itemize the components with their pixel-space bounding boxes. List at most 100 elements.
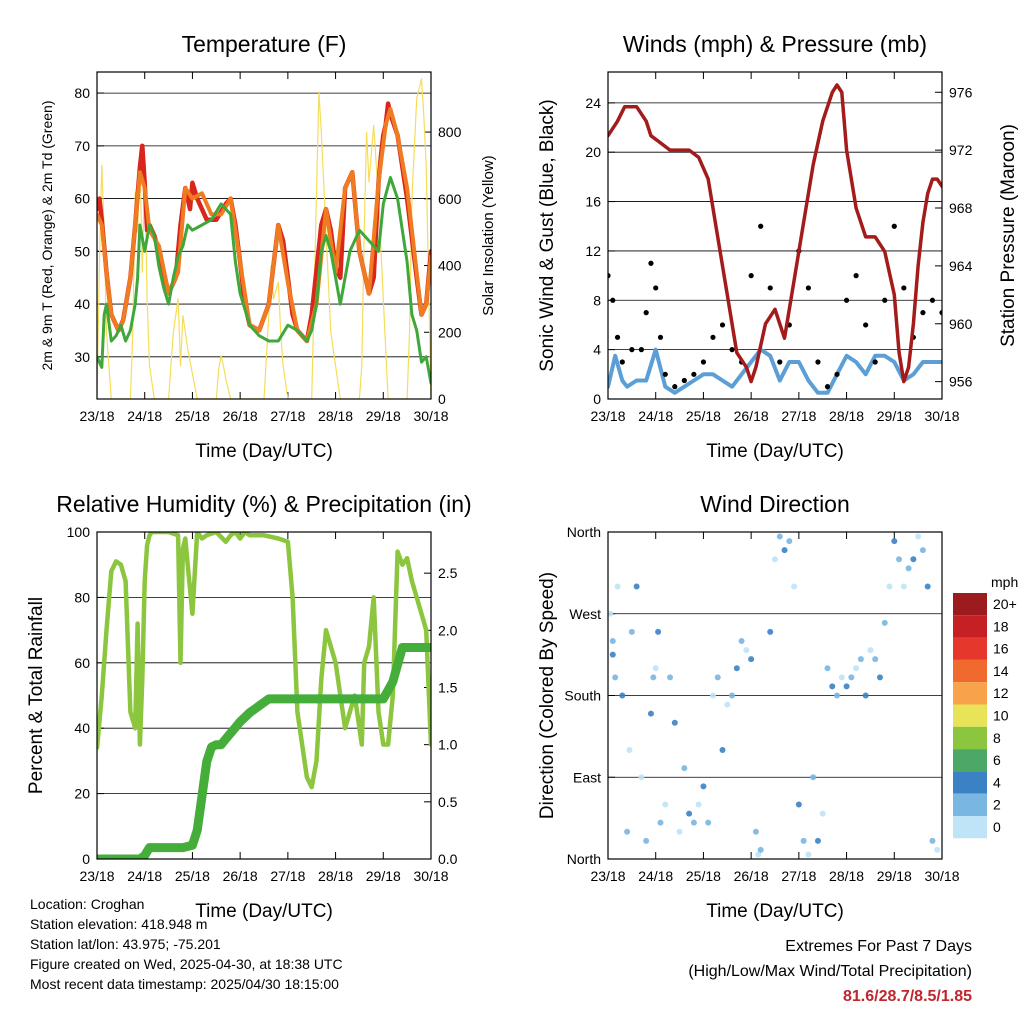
direction-point [626,747,633,753]
x-tick-label: 23/18 [590,868,625,884]
x-tick-label: 28/18 [318,868,353,884]
y-tick-label: 100 [67,524,91,540]
direction-point [628,628,635,635]
direction-point [781,547,788,554]
direction-point [791,583,798,590]
colorbar-swatch [953,726,987,750]
y-tick-label: 30 [74,349,90,365]
x-axis-label: Time (Day/UTC) [706,441,844,462]
plot-frame [607,531,943,860]
x-tick-label: 28/18 [829,868,864,884]
panel-title: Wind Direction [700,491,850,517]
direction-point [608,610,614,617]
direction-point [767,628,774,635]
9m-t-line [97,106,431,343]
x-tick-label: 30/18 [924,408,959,424]
colorbar-label: 14 [993,663,1009,679]
direction-point [752,828,759,835]
x-tick-label: 29/18 [877,868,912,884]
gust-point [657,334,664,340]
y-axis-label: 2m & 9m T (Red, Orange) & 2m Td (Green) [39,101,55,371]
direction-point [881,619,888,626]
colorbar-swatch [953,704,987,727]
y2-tick-label: 2.5 [438,565,458,581]
gust-point [653,285,659,291]
direction-point [838,674,845,681]
direction-point [748,656,755,663]
station-info: Location: Croghan Station elevation: 418… [30,894,343,994]
y2-tick-label: 1.0 [438,737,458,753]
gust-point [872,359,878,365]
plot-area [97,78,431,399]
direction-point [829,683,836,690]
direction-point [755,851,762,858]
colorbar-label: 8 [993,730,1001,746]
direction-point [700,783,707,790]
extremes-values: 81.6/28.7/8.5/1.85 [843,988,972,1005]
2m-td-line [97,176,431,385]
y-axis-label: Sonic Wind & Gust (Blue, Black) [537,99,558,371]
y-tick-label: 20 [74,786,90,802]
x-axis-label: Time (Day/UTC) [195,441,333,462]
y2-tick-label: 200 [438,324,462,340]
y2-tick-label: 600 [438,191,462,207]
y-tick-label: South [564,688,601,704]
colorbar-label: 18 [993,618,1009,634]
colorbar-swatch [953,682,987,705]
colorbar-swatch [953,816,987,839]
colorbar-swatch [953,593,987,616]
y2-tick-label: 960 [949,316,973,332]
timestamp-text: Most recent data timestamp: 2025/04/30 1… [30,976,339,992]
x-tick-label: 28/18 [318,408,353,424]
y2-tick-label: 800 [438,124,462,140]
gust-point [629,347,635,353]
x-tick-label: 23/18 [79,868,114,884]
gust-point [920,310,926,316]
y-tick-label: 16 [585,194,601,210]
x-tick-label: 26/18 [223,868,258,884]
y-tick-label: 60 [74,191,90,207]
gust-point [700,359,707,365]
direction-point [614,583,621,590]
direction-point [857,656,864,663]
direction-point [905,565,912,572]
x-tick-label: 25/18 [686,868,721,884]
gust-point [648,260,654,266]
direction-point [655,628,662,635]
gust-point [843,297,850,303]
y2-tick-label: 968 [949,200,973,216]
plot-frame [607,71,943,400]
x-tick-label: 25/18 [175,408,210,424]
station-pressure-line [608,83,942,384]
direction-point [714,674,721,681]
x-tick-label: 30/18 [413,868,448,884]
direction-point [805,851,812,858]
gust-point [662,371,668,377]
direction-point [619,692,626,699]
colorbar-label: 10 [993,708,1009,724]
y-axis-label: Direction (Colored By Speed) [537,572,558,819]
x-tick-label: 23/18 [79,408,114,424]
x-tick-label: 26/18 [223,408,258,424]
direction-point [853,665,860,672]
direction-point [886,583,893,590]
x-tick-label: 28/18 [829,408,864,424]
direction-point [667,674,674,681]
direction-point [814,837,821,844]
latlon-text: Station lat/lon: 43.975; -75.201 [30,936,221,952]
x-tick-label: 29/18 [366,408,401,424]
y-tick-label: 12 [585,243,601,259]
x-tick-label: 29/18 [877,408,912,424]
colorbar-label: 6 [993,752,1001,768]
gust-point [863,322,869,328]
y-tick-label: East [573,769,601,785]
y2-axis-label: Solar Insolation (Yellow) [480,155,497,315]
direction-point [834,692,841,699]
colorbar-label: 0 [993,819,1001,835]
y-tick-label: 8 [593,292,601,308]
winds-pressure-panel: Winds (mph) & Pressure (mb) 0 4 8 12 16 20 24 95… [537,31,1019,462]
gust-point [939,310,942,316]
plot-frame [96,531,432,860]
direction-point [657,819,664,826]
colorbar-swatch [953,793,987,816]
